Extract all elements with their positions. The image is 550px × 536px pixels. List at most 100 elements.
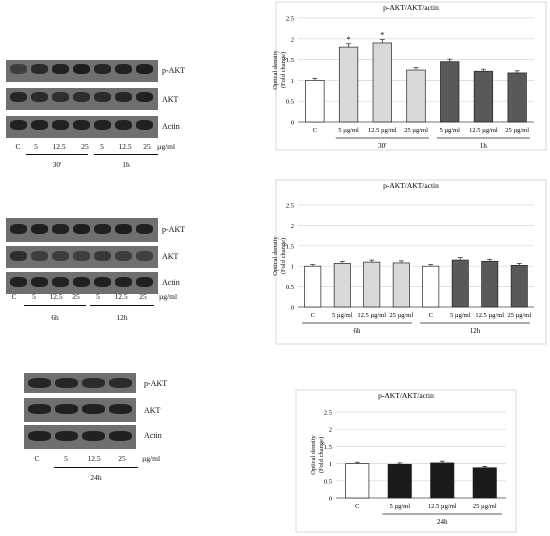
group-label: 30' (52, 160, 62, 169)
bar (472, 467, 497, 499)
chart-frame (275, 1, 547, 151)
bar (372, 42, 392, 123)
bar (430, 462, 455, 499)
y-tick-label: 1 (291, 78, 294, 85)
y-tick-label: 1.5 (324, 444, 332, 451)
blot-band (73, 120, 90, 130)
x-tick-label: 25 µg/ml (389, 312, 413, 319)
x-tick-label: 5 µg/ml (332, 312, 353, 319)
group-label: 12h (470, 327, 481, 335)
blot-band (10, 120, 27, 130)
blot-band (55, 431, 78, 441)
x-tick-label: 12.5 µg/ml (357, 312, 386, 319)
lane-label: 5 (96, 292, 100, 301)
group-underline (94, 154, 158, 155)
x-tick-label: C (429, 312, 433, 319)
blot-panel-1: p-AKT AKT Actin C 5 12.5 25 5 12.5 25 µg… (0, 0, 200, 180)
blot-band (136, 120, 153, 130)
bar (333, 262, 351, 308)
y-tick-label: 0 (291, 120, 294, 127)
blot-band (136, 92, 153, 102)
bar (473, 70, 494, 123)
bar (510, 265, 528, 308)
chart-frame (275, 179, 547, 345)
blot-band (94, 251, 111, 261)
blot-row-label: p-AKT (162, 66, 186, 75)
blot-band (31, 224, 48, 234)
blot-band (31, 64, 48, 74)
blot-band (10, 64, 27, 74)
blot-band (136, 224, 153, 234)
significance-mark: * (347, 35, 351, 44)
blot-band (52, 64, 69, 74)
blot-band (115, 277, 132, 287)
lane-label: 12.5 (87, 454, 101, 463)
group-label: 1h (480, 142, 488, 150)
blot-band (55, 404, 78, 414)
blot-panel-2: p-AKT AKT Actin C 5 12.5 25 5 12.5 25 µg… (0, 210, 200, 350)
blot-band (10, 251, 27, 261)
x-tick-label: 5 µg/ml (439, 127, 460, 134)
lane-label: C (34, 454, 40, 463)
bar (481, 260, 499, 308)
blot-band (109, 431, 132, 441)
lane-label: 5 (34, 142, 38, 151)
blot-band (31, 277, 48, 287)
bar (406, 69, 426, 123)
blot-band (94, 92, 111, 102)
x-tick-label: 5 µg/ml (450, 312, 471, 319)
blot-row-label: AKT (162, 95, 179, 104)
blot-panel-3: p-AKT AKT Actin C 5 12.5 25 µg/ml 24h (0, 365, 200, 505)
y-tick-label: 1.5 (286, 243, 294, 250)
blot-band (136, 251, 153, 261)
group-underline (90, 305, 154, 306)
y-tick-label: 2.5 (286, 203, 294, 210)
lane-label: 5 (100, 142, 104, 151)
x-tick-label: C (311, 312, 315, 319)
bar (387, 463, 412, 499)
x-tick-label: 5 µg/ml (389, 503, 410, 510)
blot-row-label: AKT (144, 406, 161, 415)
y-tick-label: 0.5 (324, 478, 332, 485)
bar (304, 265, 322, 308)
chart-frame (295, 389, 517, 533)
units-label: µg/ml (157, 142, 176, 151)
y-tick-label: 0.5 (286, 99, 294, 106)
blot-row-label: p-AKT (162, 225, 186, 234)
blot-band (10, 224, 27, 234)
y-tick-label: 0.5 (286, 284, 294, 291)
bar (392, 262, 410, 308)
bar (507, 72, 527, 123)
x-tick-label: 5 µg/ml (338, 127, 359, 134)
x-tick-label: C (313, 127, 317, 134)
x-tick-label: 25 µg/ml (505, 127, 529, 134)
blot-band (31, 120, 48, 130)
lane-label: 25 (72, 292, 80, 301)
blot-band (52, 224, 69, 234)
blot-band (94, 224, 111, 234)
bar (338, 46, 359, 123)
blot-band (115, 251, 132, 261)
blot-band (109, 378, 132, 388)
y-tick-label: 0 (329, 496, 332, 503)
chart-title: p-AKT/AKT/actin (378, 391, 434, 400)
blot-row-label: AKT (162, 252, 179, 261)
lane-label: 25 (118, 454, 126, 463)
group-label: 1h (122, 160, 130, 169)
lane-label: C (11, 292, 17, 301)
blot-band (115, 120, 132, 130)
blot-band (94, 120, 111, 130)
y-tick-label: 2.5 (286, 16, 294, 23)
blot-band (55, 378, 78, 388)
x-tick-label: 25 µg/ml (473, 503, 497, 510)
y-tick-label: 2 (329, 427, 332, 434)
y-tick-label: 0 (291, 305, 294, 312)
lane-label: C (15, 142, 21, 151)
bar (363, 261, 381, 308)
blot-band (94, 277, 111, 287)
blot-band (31, 92, 48, 102)
blot-band (82, 378, 105, 388)
lane-label: 5 (32, 292, 36, 301)
x-tick-label: 12.5 µg/ml (428, 503, 457, 510)
y-axis-label: Optical density(Fold change) (272, 49, 287, 89)
